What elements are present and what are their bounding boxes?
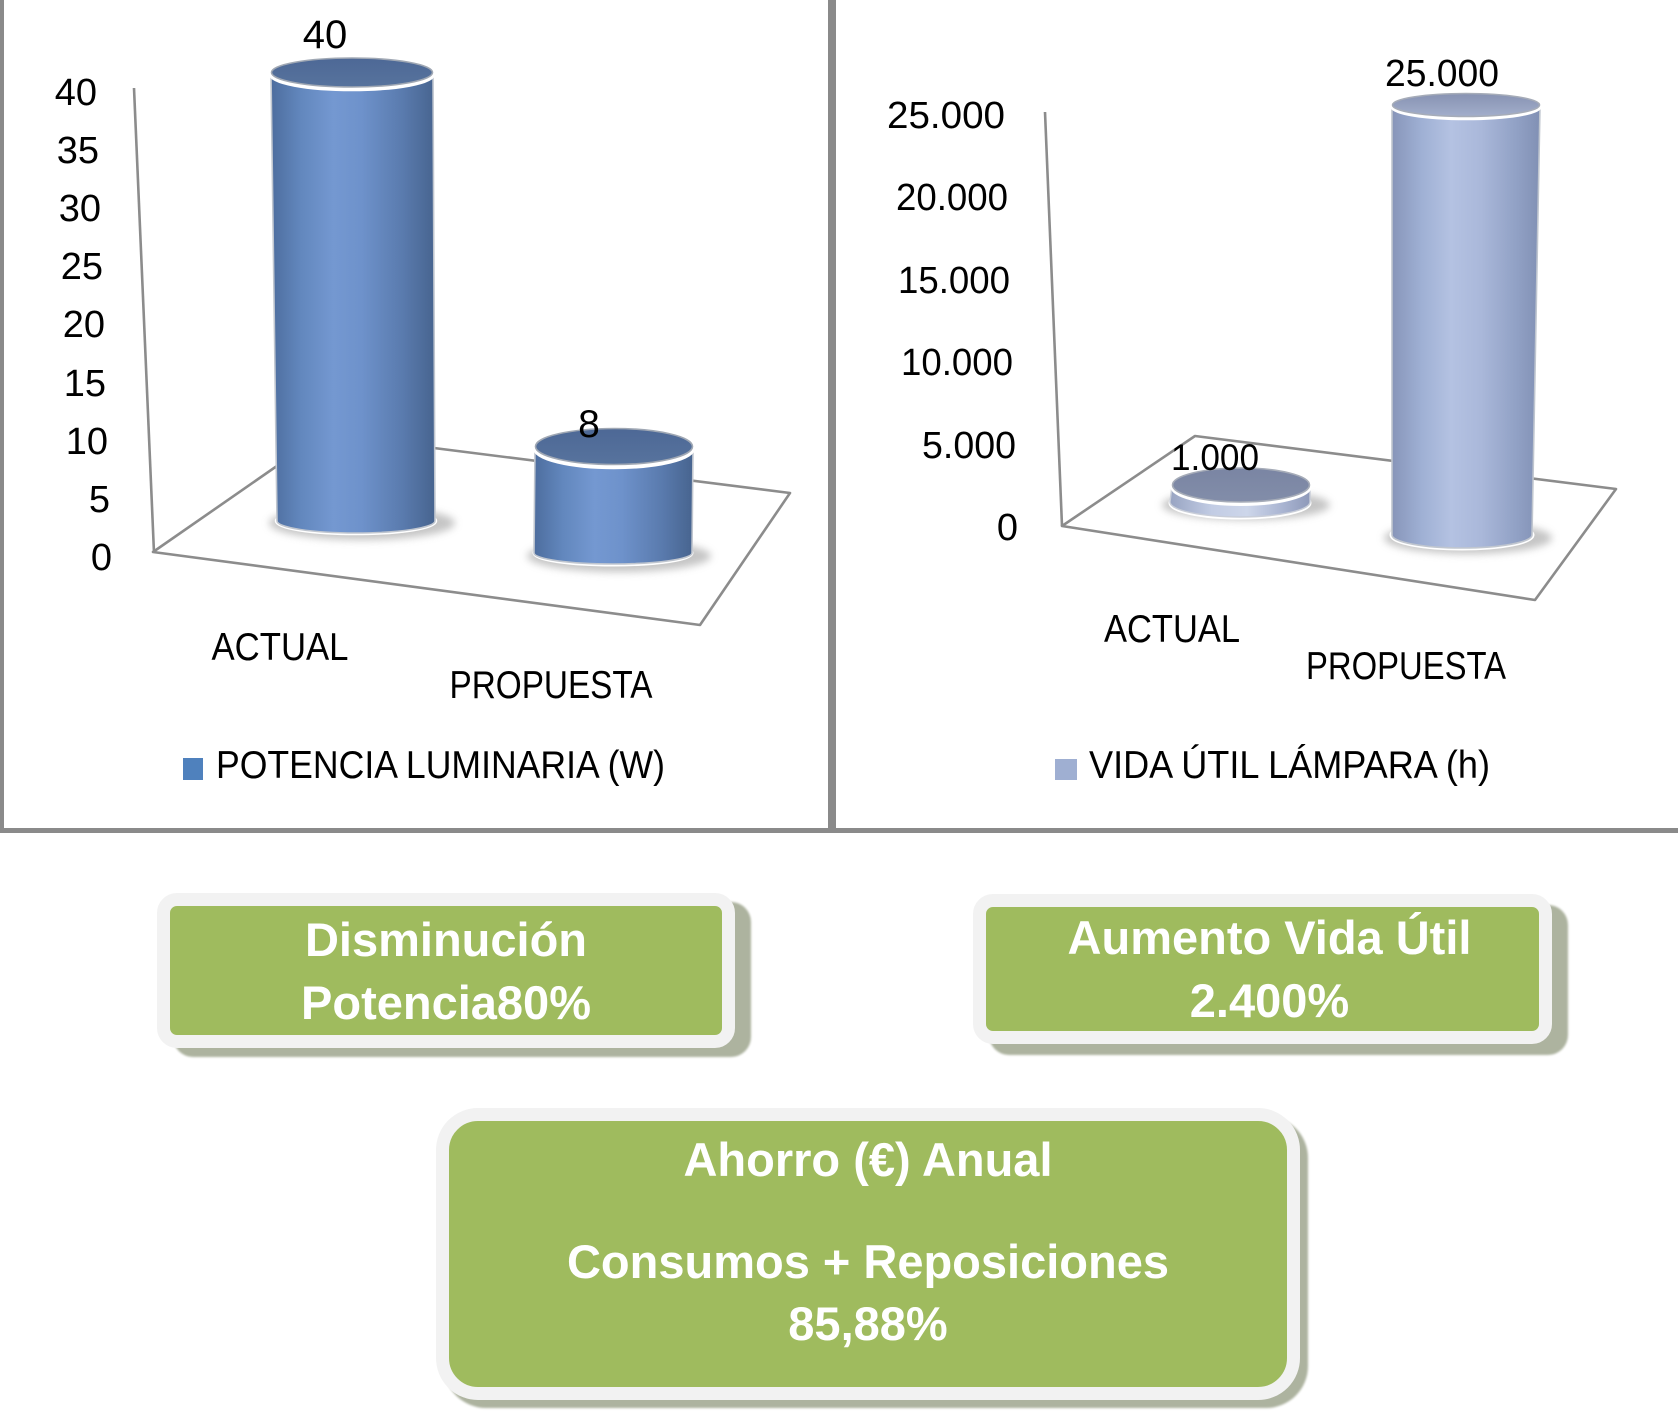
svg-text:PROPUESTA: PROPUESTA <box>1306 645 1506 688</box>
svg-text:VIDA ÚTIL LÁMPARA (h): VIDA ÚTIL LÁMPARA (h) <box>1089 744 1490 787</box>
svg-text:ACTUAL: ACTUAL <box>212 626 349 669</box>
svg-text:25: 25 <box>61 246 103 288</box>
svg-text:40: 40 <box>55 72 97 114</box>
svg-text:20: 20 <box>63 304 105 346</box>
svg-text:0: 0 <box>997 507 1018 549</box>
svg-text:5.000: 5.000 <box>922 425 1016 467</box>
svg-text:15: 15 <box>64 363 106 405</box>
svg-text:30: 30 <box>59 188 101 230</box>
svg-text:25.000: 25.000 <box>887 95 1005 137</box>
svg-text:25.000: 25.000 <box>1385 53 1499 95</box>
svg-text:40: 40 <box>303 13 348 57</box>
svg-text:8: 8 <box>578 403 600 446</box>
svg-text:15.000: 15.000 <box>898 260 1010 302</box>
svg-text:10: 10 <box>66 421 108 463</box>
svg-text:PROPUESTA: PROPUESTA <box>450 664 653 707</box>
svg-text:35: 35 <box>57 130 99 172</box>
svg-text:ACTUAL: ACTUAL <box>1104 608 1240 651</box>
svg-text:1.000: 1.000 <box>1171 437 1259 478</box>
svg-text:20.000: 20.000 <box>896 177 1008 219</box>
svg-text:POTENCIA LUMINARIA (W): POTENCIA LUMINARIA (W) <box>216 744 665 787</box>
svg-text:0: 0 <box>91 537 112 579</box>
svg-text:10.000: 10.000 <box>901 342 1013 384</box>
svg-text:5: 5 <box>89 479 110 521</box>
